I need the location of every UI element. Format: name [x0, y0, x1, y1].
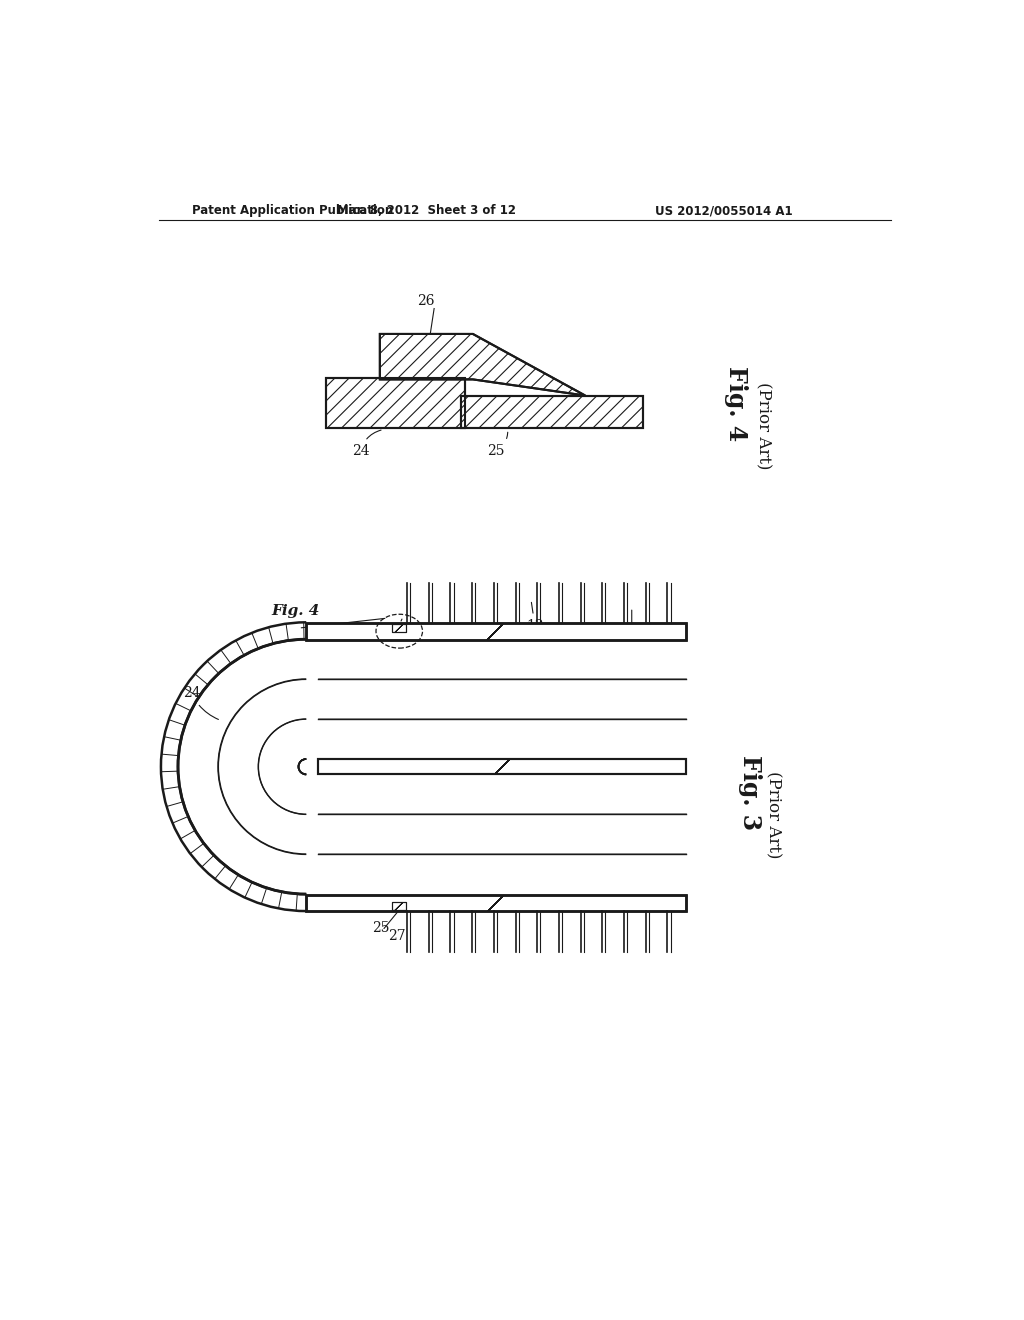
- Polygon shape: [306, 895, 686, 911]
- Text: Patent Application Publication: Patent Application Publication: [191, 205, 393, 218]
- Text: 27: 27: [388, 929, 406, 942]
- Text: (Prior Art): (Prior Art): [764, 771, 781, 858]
- Text: 22: 22: [623, 610, 640, 643]
- Text: US 2012/0055014 A1: US 2012/0055014 A1: [655, 205, 793, 218]
- Polygon shape: [392, 903, 407, 909]
- Polygon shape: [392, 624, 407, 632]
- Text: (Prior Art): (Prior Art): [755, 381, 772, 469]
- Text: 26: 26: [387, 619, 404, 640]
- Polygon shape: [306, 623, 686, 640]
- Text: 25: 25: [487, 432, 508, 458]
- Text: 12: 12: [526, 602, 544, 632]
- Text: 26: 26: [417, 294, 434, 308]
- Polygon shape: [317, 759, 686, 775]
- Text: Fig. 4: Fig. 4: [724, 367, 749, 442]
- Polygon shape: [461, 396, 643, 428]
- Text: Fig. 4: Fig. 4: [271, 605, 319, 618]
- Text: Fig. 3: Fig. 3: [737, 755, 762, 830]
- Text: 25: 25: [372, 921, 389, 936]
- Polygon shape: [380, 334, 586, 396]
- Polygon shape: [326, 378, 465, 428]
- Text: Mar. 8, 2012  Sheet 3 of 12: Mar. 8, 2012 Sheet 3 of 12: [337, 205, 516, 218]
- Text: 24: 24: [351, 430, 381, 458]
- Text: 24: 24: [182, 686, 218, 719]
